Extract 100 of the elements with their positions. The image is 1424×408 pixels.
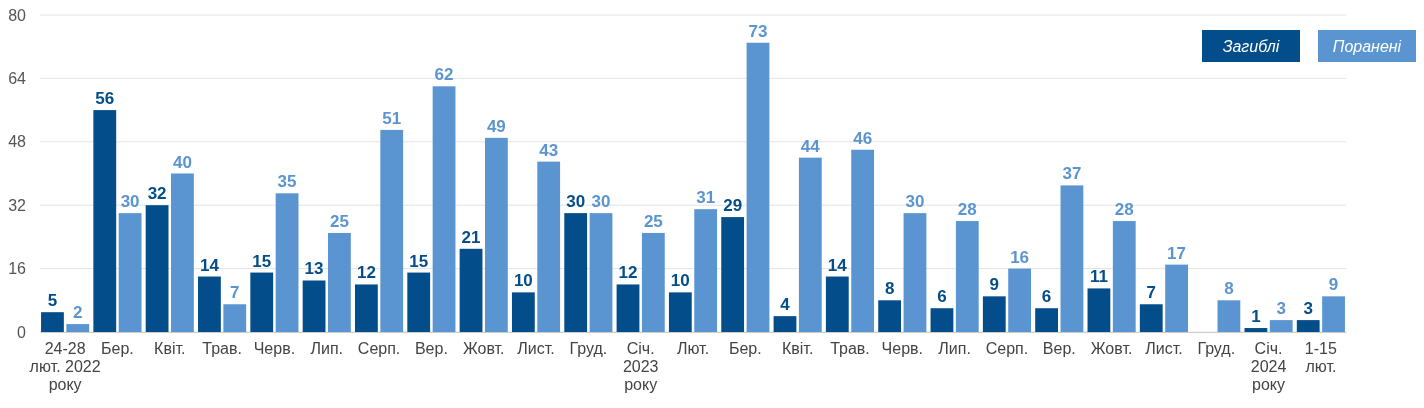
bar [328,232,351,332]
data-label: 10 [670,271,690,291]
x-tick-label: Лист. [1145,340,1183,358]
x-tick-label: Лип. [938,340,971,358]
x-tick-label: Січ. 2024 року [1250,340,1287,393]
data-label: 51 [382,108,402,128]
bar [511,292,535,332]
data-label: 35 [277,172,297,192]
bar [1322,296,1345,332]
bar [1139,304,1163,332]
data-label: 25 [643,211,663,231]
bar [171,173,194,332]
bar [250,272,274,332]
data-label: 7 [230,283,240,303]
data-label: 28 [1114,200,1134,220]
data-label: 10 [513,271,533,291]
bar [459,248,483,332]
x-tick-label: 1-15 лют. [1304,340,1337,375]
data-label: 40 [172,152,192,172]
bar [1296,320,1320,332]
data-label: 6 [1041,287,1052,307]
y-tick-label: 48 [8,133,27,151]
bar [302,280,326,332]
bar [145,205,169,332]
bar [275,193,299,332]
data-label: 14 [827,255,848,275]
x-tick-label: Лют. [676,340,710,358]
data-label: 49 [486,116,506,136]
bar [721,217,745,332]
x-tick-label: Квіт. [781,340,814,358]
bar [903,213,927,332]
bar [668,292,692,332]
data-label: 43 [539,140,559,160]
x-tick-label: Бер. [728,340,762,358]
bar [694,209,718,332]
x-tick-label: Жовт. [462,340,505,358]
data-label: 1 [1251,307,1261,327]
bar [1217,300,1241,332]
data-label: 46 [853,128,873,148]
x-tick-label: Бер. [101,340,134,358]
data-label: 11 [1089,267,1108,287]
data-label: 8 [1224,279,1234,299]
data-label: 12 [618,263,638,283]
bar [878,300,902,332]
data-label: 37 [1062,164,1082,184]
bar [1244,328,1268,332]
x-tick-label: Лист. [517,340,555,358]
bar [930,308,954,332]
data-label: 4 [780,295,791,315]
bar [589,213,613,332]
bar [773,316,797,332]
data-label: 9 [989,275,1000,295]
text: Загиблі [1222,38,1280,55]
data-label: 3 [1276,299,1286,319]
bar [1087,288,1111,332]
data-label: 5 [47,291,58,311]
y-tick-label: 32 [8,196,27,214]
bar [1008,268,1032,332]
bar [825,276,849,332]
x-tick-label: Січ. 2023 року [622,340,659,393]
bar [1112,221,1136,332]
bar [851,149,875,332]
x-tick-label: Серп. [985,340,1029,358]
data-label: 30 [120,192,140,212]
bar [982,296,1006,332]
data-label: 17 [1167,243,1187,263]
bar [1060,185,1084,332]
bar [616,284,640,332]
x-tick-label: 24-28 лют. 2022 року [29,340,101,393]
x-tick-label: Серп. [357,340,401,358]
data-label: 12 [356,263,376,283]
data-label: 56 [95,89,115,109]
x-tick-label: Трав. [830,340,870,358]
bar [1165,264,1188,332]
x-tick-label: Черв. [253,340,296,358]
data-label: 2 [73,303,83,323]
y-tick-label: 64 [8,70,27,88]
data-label: 28 [957,200,977,220]
data-label: 31 [696,188,716,208]
data-label: 32 [147,184,167,204]
bar [537,161,561,332]
bar [118,213,142,332]
bar [93,110,117,332]
x-tick-label: Вер. [414,340,448,358]
bar [1269,320,1293,332]
data-label: 9 [1328,275,1339,295]
text: Поранені [1332,38,1402,55]
data-label: 15 [409,251,429,271]
bar [641,232,665,332]
data-label: 62 [434,65,454,85]
bar [746,42,770,332]
y-tick-label: 80 [8,6,27,24]
x-tick-label: Квіт. [154,340,186,358]
bar [564,213,588,332]
data-label: 30 [591,192,611,212]
x-tick-label: Трав. [202,340,242,358]
x-tick-label: Груд. [1197,340,1236,358]
data-label: 44 [800,136,821,156]
bar [380,129,404,332]
data-label: 21 [461,227,481,247]
